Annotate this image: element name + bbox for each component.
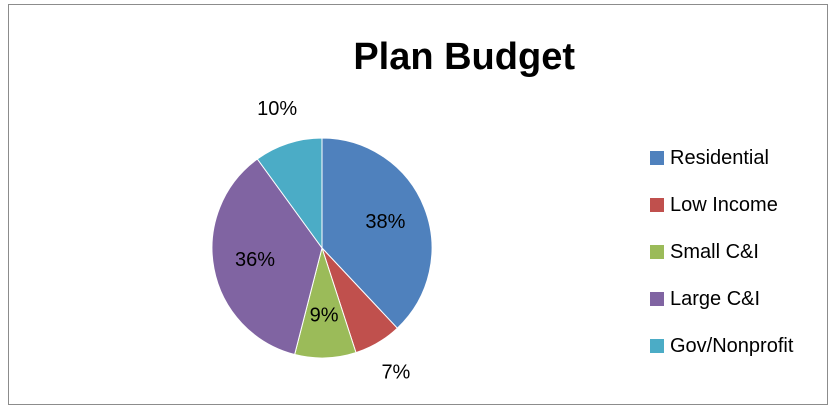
legend-item-large-ci: Large C&I bbox=[650, 281, 830, 317]
legend-swatch bbox=[650, 292, 664, 306]
legend-item-small-ci: Small C&I bbox=[650, 234, 830, 270]
data-label: 7% bbox=[381, 361, 410, 383]
legend-item-residential: Residential bbox=[650, 140, 830, 176]
legend-label: Large C&I bbox=[670, 287, 761, 310]
legend-swatch bbox=[650, 198, 664, 212]
pie-slice-large-c-i bbox=[211, 158, 323, 356]
legend-label: Gov/Nonprofit bbox=[670, 334, 794, 357]
data-label: 10% bbox=[257, 98, 297, 120]
pie-slice-residential bbox=[321, 137, 433, 329]
legend-item-gov-nonprofit: Gov/Nonprofit bbox=[650, 328, 830, 364]
pie-slice-gov-nonprofit bbox=[256, 137, 323, 250]
legend-item-low-income: Low Income bbox=[650, 187, 830, 223]
legend-label: Low Income bbox=[670, 193, 778, 216]
legend: Residential Low Income Small C&I Large C… bbox=[650, 140, 830, 364]
chart-title: Plan Budget bbox=[353, 36, 575, 78]
legend-swatch bbox=[650, 245, 664, 259]
legend-label: Small C&I bbox=[670, 240, 759, 263]
data-label: 36% bbox=[235, 249, 275, 271]
data-label: 9% bbox=[310, 304, 339, 326]
legend-swatch bbox=[650, 151, 664, 165]
legend-label: Residential bbox=[670, 146, 769, 169]
data-label: 38% bbox=[365, 211, 405, 233]
legend-swatch bbox=[650, 339, 664, 353]
